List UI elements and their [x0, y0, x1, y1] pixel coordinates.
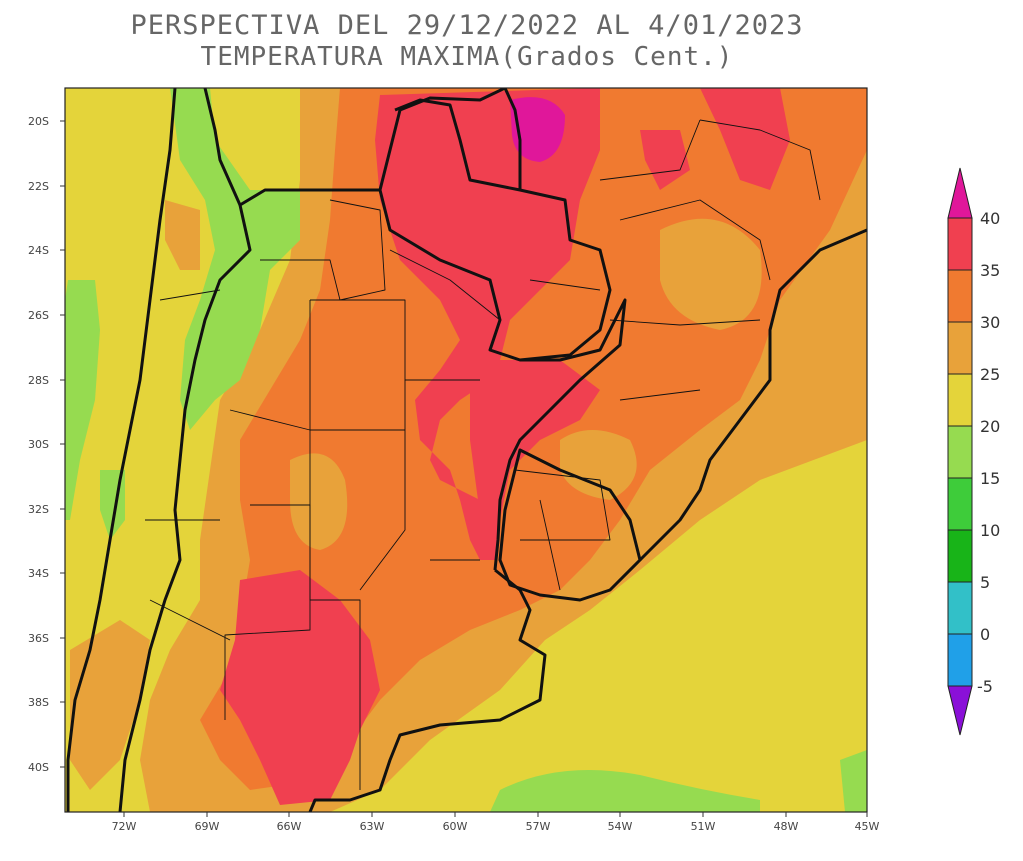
field-40-plus: [510, 97, 565, 162]
lat-label: 40S: [28, 761, 49, 774]
lat-label: 26S: [28, 309, 49, 322]
country-borders: [66, 88, 867, 812]
colorbar: 40 35 30 25 20 15 10 5 0 -5: [947, 167, 1000, 736]
field-25-30-pocket1: [290, 453, 348, 550]
lon-axis: 72W 69W 66W 63W 60W 57W 54W 51W 48W 45W: [112, 812, 880, 833]
field-15-20-andes: [170, 88, 300, 430]
lon-label: 45W: [855, 820, 880, 833]
boundaries: [66, 88, 867, 812]
colorbar-label: 30: [980, 313, 1000, 332]
map-title: PERSPECTIVA DEL 29/12/2022 AL 4/01/2023: [130, 10, 804, 41]
field-35-40-ne2: [640, 130, 690, 190]
lat-label: 22S: [28, 180, 49, 193]
lat-axis: 20S 22S 24S 26S 28S 30S 32S 34S 36S 38S …: [28, 115, 65, 774]
lat-label: 28S: [28, 374, 49, 387]
colorbar-20-25: [947, 373, 973, 427]
lat-label: 32S: [28, 503, 49, 516]
colorbar-label: 20: [980, 417, 1000, 436]
colorbar-label: 15: [980, 469, 1000, 488]
lat-label: 36S: [28, 632, 49, 645]
field-25-30-west: [165, 200, 200, 270]
colorbar-10-15: [947, 477, 973, 531]
colorbar-top-arrow: [947, 167, 973, 219]
lat-label: 30S: [28, 438, 49, 451]
colorbar-m5-0: [947, 633, 973, 687]
lat-label: 24S: [28, 244, 49, 257]
colorbar-label: -5: [977, 677, 993, 696]
field-25-30-pocket2: [660, 218, 762, 330]
colorbar-15-20: [947, 425, 973, 479]
field-15-20-south: [490, 770, 760, 812]
field-35-40-north: [375, 88, 600, 560]
colorbar-label: 5: [980, 573, 990, 592]
colorbar-30-35: [947, 269, 973, 323]
map-subtitle: TEMPERATURA MAXIMA(Grados Cent.): [200, 42, 734, 72]
colorbar-0-5: [947, 581, 973, 635]
lat-label: 38S: [28, 696, 49, 709]
lat-label: 34S: [28, 567, 49, 580]
colorbar-label: 40: [980, 209, 1000, 228]
lon-label: 66W: [277, 820, 302, 833]
lon-label: 48W: [774, 820, 799, 833]
field-25-30-chile: [70, 620, 150, 790]
colorbar-5-10: [947, 529, 973, 583]
colorbar-35-40: [947, 217, 973, 271]
field-15-20-se: [840, 750, 867, 812]
lon-label: 51W: [691, 820, 716, 833]
colorbar-label: 35: [980, 261, 1000, 280]
field-35-40-corridor: [470, 360, 600, 560]
field-25-30-pocket3: [560, 430, 637, 500]
temperature-field: [65, 88, 867, 812]
province-lines: [145, 119, 821, 790]
lat-label: 20S: [28, 115, 49, 128]
field-35-40-south: [220, 570, 380, 805]
colorbar-label: 25: [980, 365, 1000, 384]
lon-label: 69W: [195, 820, 220, 833]
lon-label: 60W: [443, 820, 468, 833]
field-35-40-ne: [700, 88, 790, 190]
colorbar-label: 0: [980, 625, 990, 644]
lon-label: 54W: [608, 820, 633, 833]
map-frame: [64, 87, 868, 813]
colorbar-bottom-arrow: [947, 685, 973, 736]
colorbar-label: 10: [980, 521, 1000, 540]
lon-label: 57W: [526, 820, 551, 833]
lon-label: 63W: [360, 820, 385, 833]
field-15-20-chile: [65, 280, 100, 520]
colorbar-25-30: [947, 321, 973, 375]
lon-label: 72W: [112, 820, 137, 833]
